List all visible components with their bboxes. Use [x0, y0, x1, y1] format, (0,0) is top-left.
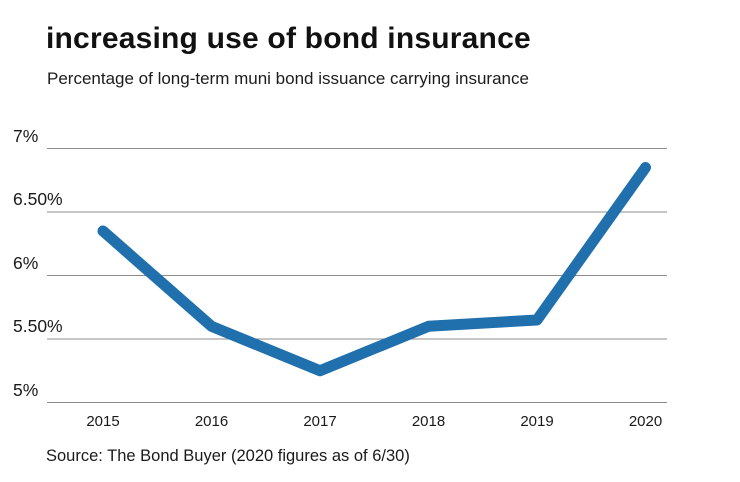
source-attribution: Source: The Bond Buyer (2020 figures as …: [46, 447, 410, 465]
insurance-trend-line: [97, 162, 651, 377]
y-axis-tick-label: 6%: [13, 252, 39, 273]
x-axis-tick-label: 2015: [86, 413, 120, 430]
x-axis-tick-label: 2019: [520, 413, 554, 430]
y-axis-tick-label: 7%: [13, 125, 39, 146]
x-axis-tick-label: 2020: [628, 413, 663, 430]
chart-title: increasing use of bond insurance: [46, 22, 531, 55]
chart-subtitle: Percentage of long-term muni bond issuan…: [47, 69, 529, 88]
x-axis-tick-label: 2016: [194, 413, 229, 430]
y-axis-tick-label: 5%: [13, 379, 39, 400]
y-axis-tick-label: 5.50%: [13, 316, 63, 336]
y-axis-tick-label: 6.50%: [13, 189, 63, 209]
x-axis-tick-label: 2018: [411, 413, 446, 430]
x-axis-tick-label: 2017: [303, 413, 337, 430]
